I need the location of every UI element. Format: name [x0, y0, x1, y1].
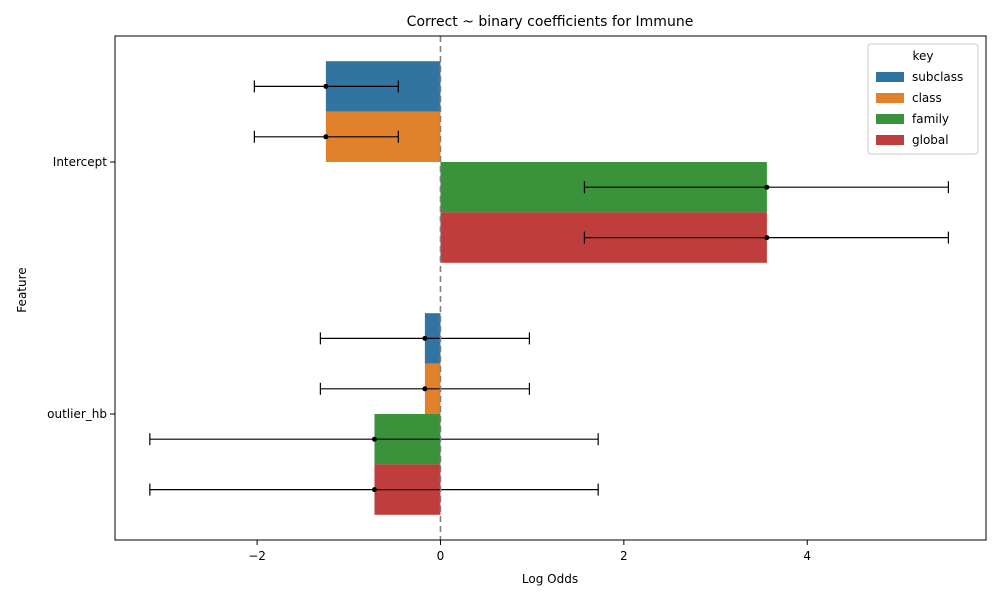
legend: key subclass class family global: [867, 43, 979, 155]
point-global-Intercept: [764, 235, 770, 241]
x-tick-label: 4: [803, 549, 811, 563]
point-subclass-outlier_hb: [422, 335, 428, 341]
legend-frame: [867, 43, 979, 155]
point-global-outlier_hb: [371, 487, 377, 493]
legend-swatch-family: [876, 114, 904, 124]
legend-label-family: family: [912, 112, 949, 126]
plot-area: −2 0 2 4 Intercept outlier_hb: [47, 35, 987, 563]
legend-title: key: [912, 49, 933, 63]
legend-label-global: global: [912, 133, 949, 147]
y-tick-label: outlier_hb: [47, 407, 107, 421]
x-tick-label: 0: [437, 549, 445, 563]
x-tick-label: 2: [620, 549, 628, 563]
point-family-Intercept: [764, 184, 770, 190]
point-subclass-Intercept: [323, 83, 329, 89]
point-class-Intercept: [323, 134, 329, 140]
y-tick-label: Intercept: [53, 155, 108, 169]
chart-title: Correct ~ binary coefficients for Immune: [407, 14, 694, 30]
plot-frame: [114, 35, 987, 541]
legend-label-class: class: [912, 91, 942, 105]
point-class-outlier_hb: [422, 386, 428, 392]
legend-label-subclass: subclass: [912, 70, 963, 84]
x-axis-label: Log Odds: [522, 572, 578, 586]
legend-swatch-class: [876, 93, 904, 103]
y-axis-label: Feature: [15, 267, 29, 312]
legend-swatch-subclass: [876, 72, 904, 82]
x-tick-label: −2: [248, 549, 266, 563]
point-family-outlier_hb: [371, 436, 377, 442]
legend-swatch-global: [876, 135, 904, 145]
